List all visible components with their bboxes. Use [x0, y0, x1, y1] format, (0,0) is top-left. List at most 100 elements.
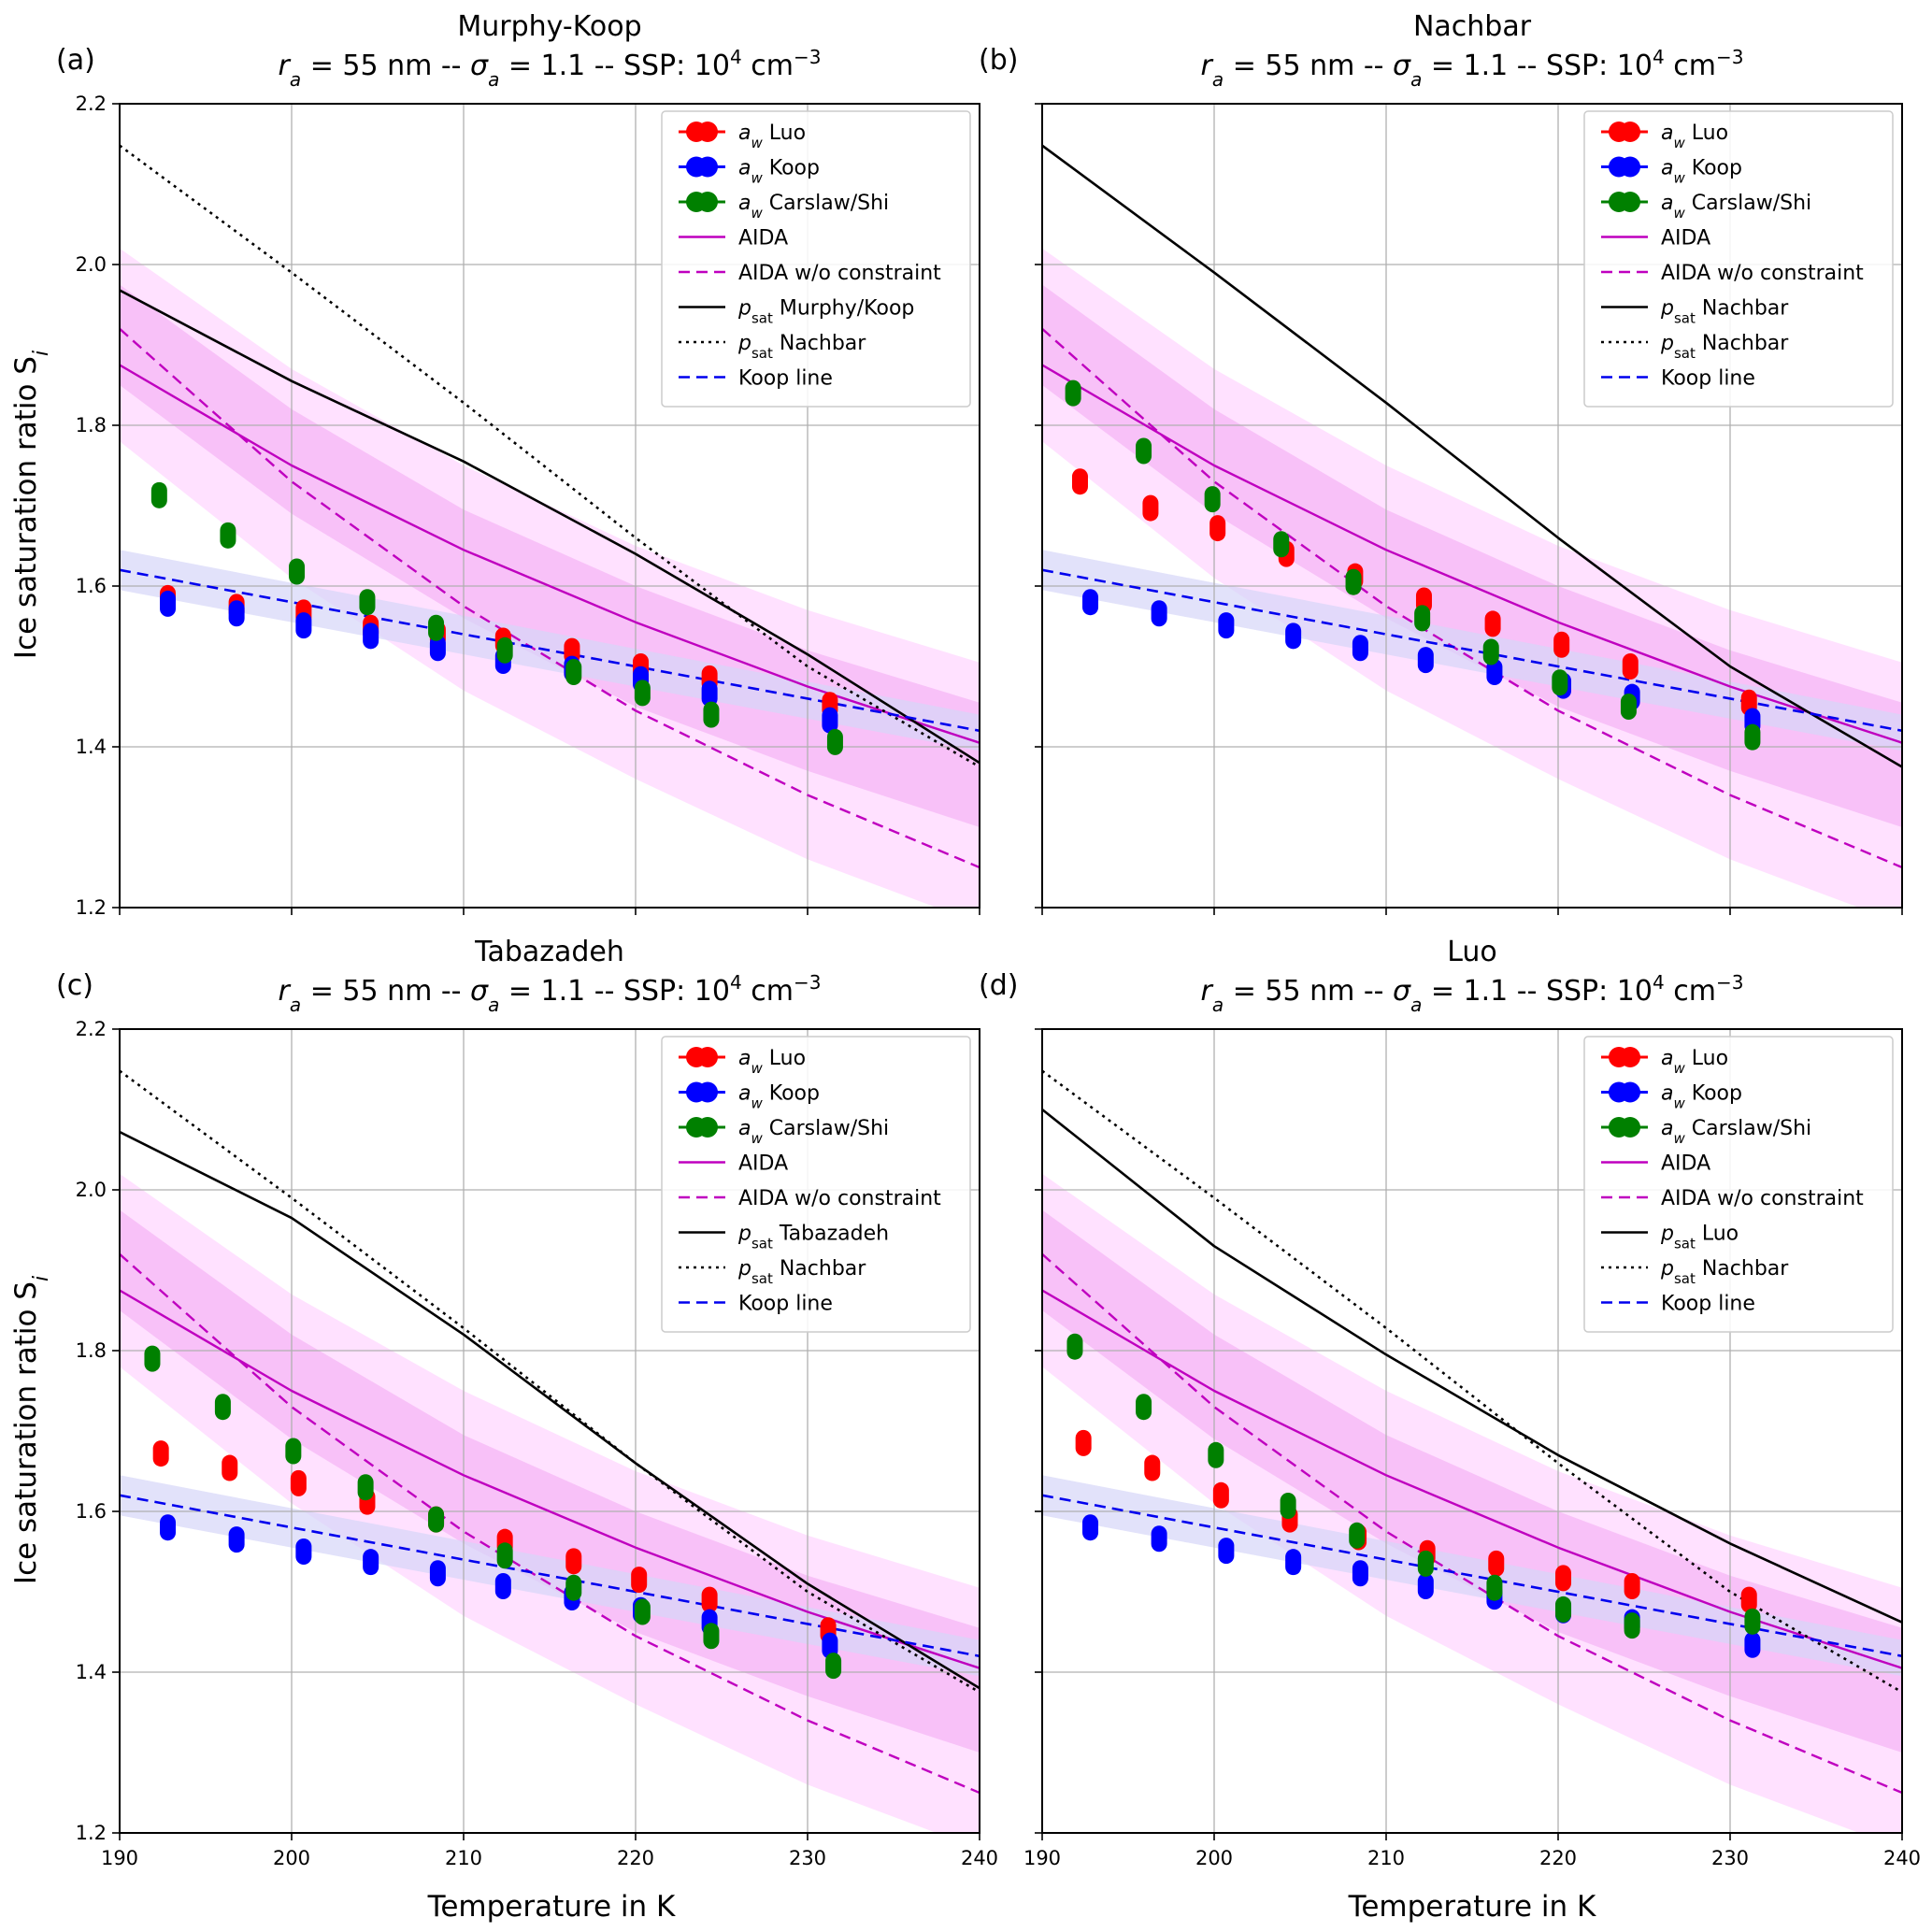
- legend-text: Tabazadeh: [773, 1223, 889, 1246]
- data-point: [1349, 1522, 1366, 1549]
- legend-prefix-sub: w: [751, 1095, 763, 1112]
- subtitle-part: r: [279, 50, 292, 82]
- legend-marker: [697, 122, 718, 142]
- data-point: [214, 1394, 231, 1421]
- data-point: [429, 1560, 446, 1587]
- series-line: [120, 1252, 980, 1795]
- panel-subtitle: ra = 55 nm -- σa = 1.1 -- SSP: 104 cm−3: [279, 971, 822, 1016]
- legend-text: Luo: [1685, 122, 1728, 145]
- data-point: [1482, 638, 1499, 665]
- data-point: [222, 1454, 238, 1481]
- legend-prefix-sub: w: [1673, 1130, 1685, 1147]
- y-tick-label: 2.0: [76, 253, 107, 276]
- data-point: [152, 1440, 169, 1467]
- data-point: [1082, 1514, 1099, 1541]
- legend-text: AIDA: [1661, 1152, 1710, 1176]
- legend-box: [1583, 1036, 1894, 1333]
- axes-frame: [119, 103, 980, 909]
- data-point: [1144, 1454, 1161, 1481]
- legend-text: Nachbar: [773, 332, 866, 355]
- series-line: [120, 1494, 980, 1658]
- panel-title: Luo: [1447, 936, 1497, 968]
- legend-text: Koop: [1685, 157, 1742, 180]
- legend-box: [661, 110, 971, 408]
- panel-label: (d): [979, 969, 1018, 1002]
- subtitle-part: r: [279, 975, 292, 1008]
- legend-label: AIDA w/o constraint: [1661, 262, 1864, 285]
- x-tick-label: 190: [1023, 1847, 1061, 1869]
- subtitle-part: = 1.1 -- SSP: 10: [1422, 50, 1653, 82]
- data-point: [1414, 605, 1431, 632]
- y-axis-label-subscript: i: [30, 1276, 53, 1281]
- legend-prefix: a: [738, 122, 751, 145]
- legend-marker: [697, 156, 718, 178]
- y-axis-label-top: Ice saturation ratio Si: [9, 351, 53, 659]
- plot-area: [120, 104, 980, 908]
- panel-title: Tabazadeh: [474, 936, 624, 968]
- y-axis-label-text: Ice saturation ratio S: [9, 1281, 43, 1584]
- data-point: [496, 637, 513, 664]
- legend-text: Luo: [763, 1047, 806, 1070]
- series-line: [1042, 144, 1902, 768]
- data-point: [1622, 653, 1639, 680]
- legend-label: aw Carslaw/Shi: [1661, 192, 1811, 222]
- legend-label: Koop line: [738, 1293, 833, 1316]
- subtitle-part: σ: [470, 50, 489, 82]
- data-point: [1486, 1574, 1503, 1601]
- legend-prefix: p: [1660, 297, 1674, 321]
- legend-prefix: a: [1661, 157, 1673, 180]
- legend-prefix: p: [1660, 1257, 1674, 1281]
- legend-prefix: p: [737, 1223, 751, 1246]
- data-point: [1624, 1612, 1640, 1639]
- data-point: [295, 612, 312, 639]
- legend-prefix-sub: sat: [1674, 310, 1696, 327]
- legend-text: Koop: [763, 1082, 820, 1106]
- data-point: [428, 1506, 445, 1533]
- legend-text: Luo: [763, 122, 806, 145]
- y-tick-label: 1.4: [76, 1661, 107, 1683]
- data-point: [150, 481, 167, 508]
- data-point: [1075, 1429, 1092, 1456]
- y-axis-label-bottom: Ice saturation ratio Si: [9, 1276, 53, 1584]
- legend-label: AIDA: [1661, 1152, 1710, 1176]
- data-point: [160, 590, 177, 617]
- legend-text: AIDA w/o constraint: [1661, 1187, 1864, 1210]
- data-point: [1345, 568, 1362, 595]
- legend-label: psat Luo: [1660, 1223, 1739, 1252]
- legend-text: Carslaw/Shi: [763, 192, 889, 215]
- legend-text: AIDA w/o constraint: [1661, 262, 1864, 285]
- data-point: [1744, 723, 1761, 751]
- subtitle-part: σ: [470, 975, 489, 1008]
- legend-text: Luo: [1685, 1047, 1728, 1070]
- legend-marker: [1620, 1047, 1640, 1067]
- y-tick-label: 2.0: [76, 1179, 107, 1201]
- legend-prefix-sub: sat: [1674, 345, 1696, 362]
- subtitle-part: −3: [1716, 46, 1743, 68]
- subtitle-part: a: [1212, 68, 1224, 91]
- legend-prefix: a: [738, 1117, 751, 1140]
- data-point: [1066, 1333, 1083, 1360]
- legend-text: Nachbar: [773, 1257, 866, 1281]
- data-point: [1486, 659, 1503, 686]
- data-point: [144, 1345, 161, 1372]
- legend-box: [1583, 110, 1894, 408]
- legend-prefix: p: [1660, 1223, 1674, 1246]
- subtitle-part: a: [488, 994, 499, 1016]
- legend-text: Koop line: [738, 1293, 833, 1316]
- legend-prefix: a: [1661, 192, 1673, 215]
- series-line: [1042, 327, 1902, 869]
- y-axis-label-subscript: i: [30, 351, 53, 356]
- legend-prefix: a: [738, 157, 751, 180]
- data-point: [1212, 1481, 1229, 1509]
- panel-subtitle: ra = 55 nm -- σa = 1.1 -- SSP: 104 cm−3: [1201, 46, 1744, 91]
- data-point: [1552, 669, 1568, 696]
- legend-label: aw Carslaw/Shi: [738, 1117, 889, 1147]
- data-point: [1218, 1538, 1235, 1565]
- legend-text: Nachbar: [1696, 332, 1789, 355]
- plot-area: [120, 1029, 980, 1833]
- panel-subtitle: ra = 55 nm -- σa = 1.1 -- SSP: 104 cm−3: [1201, 971, 1744, 1016]
- legend-marker: [1620, 156, 1640, 178]
- data-point: [1484, 610, 1501, 637]
- subtitle-part: = 1.1 -- SSP: 10: [499, 975, 730, 1008]
